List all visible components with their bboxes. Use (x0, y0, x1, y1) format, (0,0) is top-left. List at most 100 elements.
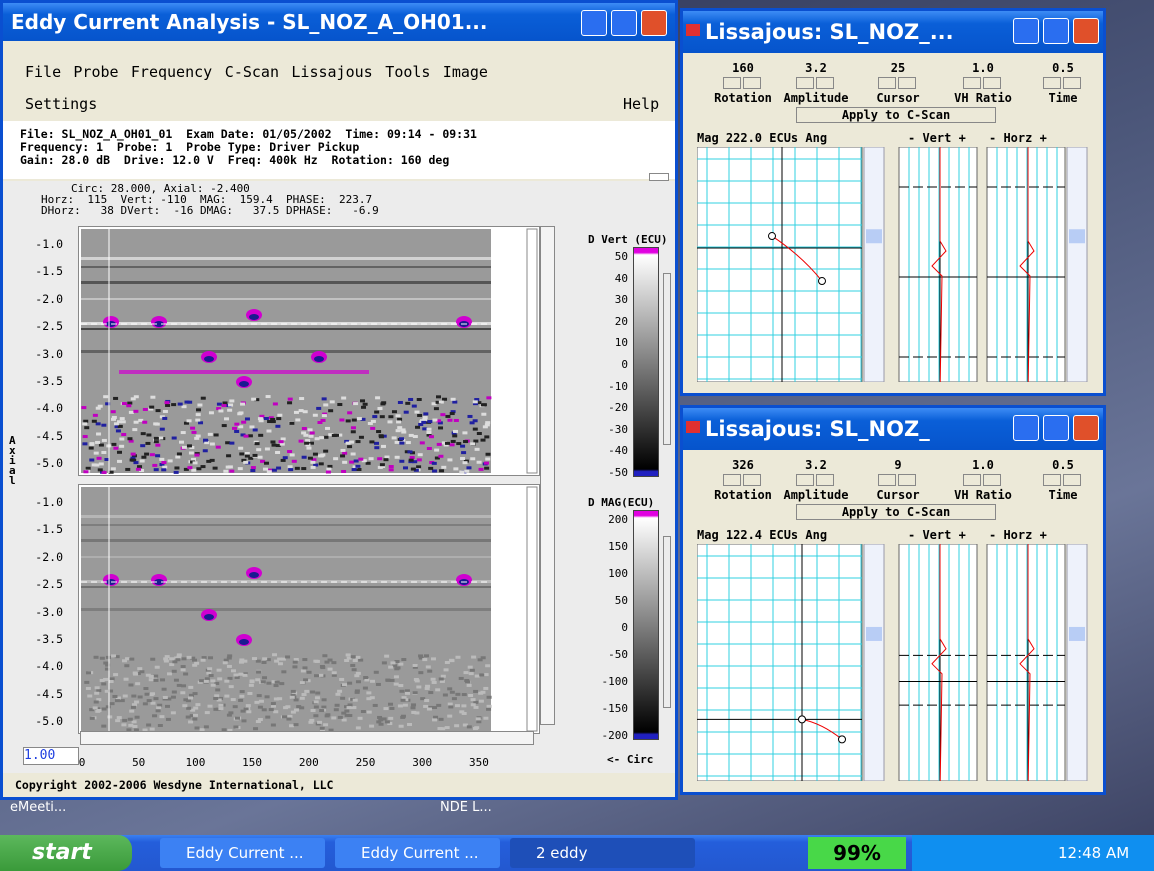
taskbar-button[interactable]: Eddy Current ... (335, 838, 500, 868)
scan-noise (83, 435, 88, 438)
spin-up[interactable] (898, 77, 916, 89)
scan-noise (350, 664, 355, 667)
scan-noise (139, 670, 144, 673)
y-tick-label: -1.0 (23, 237, 63, 251)
close-button[interactable] (641, 10, 667, 36)
scan-noise (218, 707, 223, 710)
lissajous-plots (697, 544, 1102, 781)
scan-noise (167, 672, 172, 675)
menu-item[interactable]: Frequency (131, 63, 212, 81)
spin-up[interactable] (983, 474, 1001, 486)
scan-noise (261, 661, 266, 664)
scan-noise (158, 724, 163, 727)
scan-noise (439, 469, 444, 472)
menu-item[interactable]: C-Scan (225, 63, 279, 81)
spin-down[interactable] (723, 474, 741, 486)
apply-button[interactable]: Apply to C-Scan (796, 107, 996, 123)
scan-band (81, 586, 491, 588)
scan-noise (481, 439, 486, 442)
cscan-image[interactable] (78, 484, 540, 734)
start-button[interactable]: start (0, 835, 132, 871)
spin-up[interactable] (743, 77, 761, 89)
scan-noise (403, 704, 408, 707)
scan-noise (266, 395, 271, 398)
spin-up[interactable] (1063, 474, 1081, 486)
scan-noise (277, 658, 282, 661)
scan-noise (450, 412, 455, 415)
scan-band (81, 556, 491, 558)
scan-noise (231, 698, 236, 701)
scan-noise (389, 468, 394, 471)
menu-item[interactable]: File (25, 63, 61, 81)
spin-down[interactable] (723, 77, 741, 89)
minimize-button[interactable] (1013, 415, 1039, 441)
window-title: Eddy Current Analysis - SL_NOZ_A_OH01... (11, 10, 488, 34)
minimize-button[interactable] (1013, 18, 1039, 44)
spin-down[interactable] (963, 77, 981, 89)
maximize-button[interactable] (1043, 18, 1069, 44)
taskbar-button[interactable]: 2 eddy (510, 838, 695, 868)
spin-up[interactable] (816, 474, 834, 486)
scan-noise (146, 724, 151, 727)
spin-down[interactable] (1043, 77, 1061, 89)
spin-up[interactable] (898, 474, 916, 486)
scan-noise (271, 420, 276, 423)
scan-noise (210, 679, 215, 682)
spin-up[interactable] (816, 77, 834, 89)
scan-noise (322, 397, 327, 400)
scan-noise (261, 680, 266, 683)
scan-noise (371, 420, 376, 423)
maximize-button[interactable] (1043, 415, 1069, 441)
spin-down[interactable] (878, 77, 896, 89)
spin-up[interactable] (743, 474, 761, 486)
menu-item[interactable]: Settings (25, 95, 97, 113)
plot-caption: - Vert + (908, 528, 966, 542)
scan-noise (346, 442, 351, 445)
scan-noise (175, 658, 180, 661)
apply-button[interactable]: Apply to C-Scan (796, 504, 996, 520)
scan-noise (417, 398, 422, 401)
cscan-image[interactable] (78, 226, 540, 476)
scan-noise (133, 673, 138, 676)
spin-down[interactable] (1043, 474, 1061, 486)
scan-noise (224, 695, 229, 698)
scan-noise (431, 657, 436, 660)
scan-noise (307, 671, 312, 674)
menu-item[interactable]: Lissajous (291, 63, 372, 81)
scroll-thumb (866, 627, 882, 641)
menu-item[interactable]: Help (623, 95, 659, 113)
scrollbar-vertical[interactable] (540, 226, 555, 725)
scan-noise (156, 409, 161, 412)
scan-noise (194, 437, 199, 440)
menu-item[interactable]: Image (443, 63, 488, 81)
trace-point (819, 278, 826, 285)
scan-noise (320, 727, 325, 730)
scan-noise (355, 440, 360, 443)
scan-noise (347, 714, 352, 717)
scan-noise (477, 461, 482, 464)
scan-noise (155, 444, 160, 447)
spin-up[interactable] (1063, 77, 1081, 89)
minimize-button[interactable] (581, 10, 607, 36)
scan-noise (380, 463, 385, 466)
maximize-button[interactable] (611, 10, 637, 36)
scan-noise (366, 691, 371, 694)
close-button[interactable] (1073, 415, 1099, 441)
scrollbar-horizontal[interactable] (80, 731, 534, 745)
plot-caption: Mag 222.0 ECUs Ang (697, 131, 827, 145)
menu-item[interactable]: Probe (73, 63, 118, 81)
scan-noise (155, 423, 160, 426)
close-button[interactable] (1073, 18, 1099, 44)
taskbar-button[interactable]: Eddy Current ... (160, 838, 325, 868)
spin-up[interactable] (983, 77, 1001, 89)
scan-noise (470, 457, 475, 460)
scan-noise (227, 654, 232, 657)
spin-down[interactable] (796, 474, 814, 486)
control-label: Amplitude (776, 488, 856, 502)
spin-down[interactable] (963, 474, 981, 486)
spin-down[interactable] (796, 77, 814, 89)
spin-down[interactable] (878, 474, 896, 486)
scan-noise (415, 426, 420, 429)
slider[interactable] (649, 173, 669, 181)
menu-item[interactable]: Tools (385, 63, 430, 81)
